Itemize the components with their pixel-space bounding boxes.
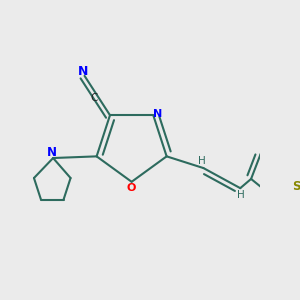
Text: N: N bbox=[47, 146, 57, 159]
Text: N: N bbox=[153, 109, 162, 118]
Text: H: H bbox=[237, 190, 245, 200]
Text: C: C bbox=[90, 93, 97, 103]
Text: O: O bbox=[127, 183, 136, 193]
Text: H: H bbox=[198, 156, 206, 166]
Text: N: N bbox=[78, 65, 88, 78]
Text: S: S bbox=[292, 180, 300, 193]
